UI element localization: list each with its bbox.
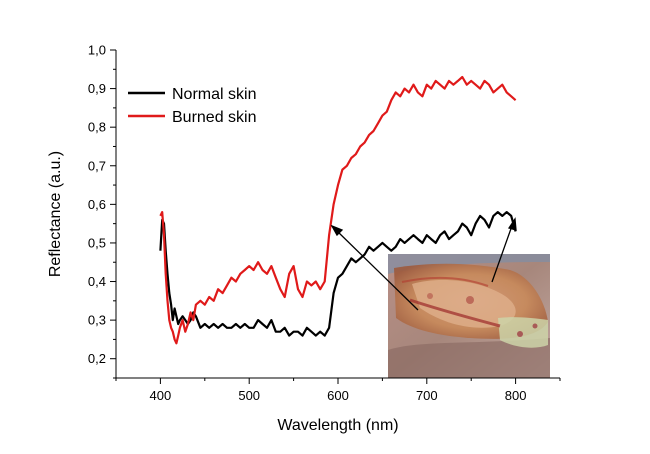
legend: Normal skin Burned skin <box>128 86 257 126</box>
legend-label-normal: Normal skin <box>172 86 256 103</box>
series-line-normal-skin <box>159 211 517 337</box>
series-line-burned-skin <box>159 75 517 345</box>
y-tick-label: 0,5 <box>88 235 106 250</box>
y-tick-label: 0,4 <box>88 274 106 289</box>
tick-labels: 400 500 600 700 800 0,2 0,3 0,4 0,5 0,6 0,7 0,8 0,9 1… <box>88 43 527 404</box>
legend-label-burned: Burned skin <box>172 109 257 126</box>
y-tick-label: 0,8 <box>88 120 106 135</box>
burned-skin-photo <box>388 254 550 378</box>
arrow-head-burned-icon <box>330 224 344 237</box>
y-tick-label: 0,7 <box>88 158 106 173</box>
y-tick-label: 0,2 <box>88 351 106 366</box>
series-lines <box>159 75 517 345</box>
x-tick-label: 800 <box>505 388 527 403</box>
x-tick-label: 700 <box>416 388 438 403</box>
arrow-to-normal-skin <box>491 222 514 283</box>
y-tick-label: 0,6 <box>88 197 106 212</box>
y-axis-label: Reflectance (a.u.) <box>47 151 64 277</box>
x-tick-label: 400 <box>150 388 172 403</box>
x-tick-label: 600 <box>327 388 349 403</box>
x-tick-label: 500 <box>238 388 260 403</box>
y-tick-label: 0,9 <box>88 81 106 96</box>
tick-marks <box>110 49 561 384</box>
arrow-head-normal-icon <box>507 217 517 231</box>
x-axis-label: Wavelength (nm) <box>277 417 398 434</box>
arrow-to-burned-skin <box>335 229 419 311</box>
y-tick-label: 1,0 <box>88 43 106 58</box>
y-tick-label: 0,3 <box>88 313 106 328</box>
inset-arrows <box>330 217 517 311</box>
